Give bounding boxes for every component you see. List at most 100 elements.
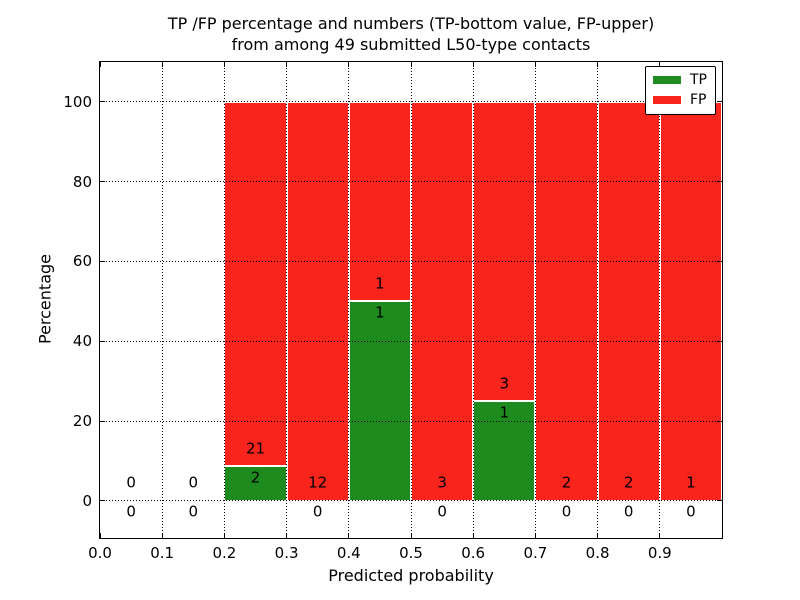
legend-entry-tp: TP [646, 70, 715, 90]
tp-bar-segment [224, 466, 287, 501]
x-tick-label: 0.8 [585, 544, 610, 562]
y-tick-mark [100, 340, 105, 342]
tp-count-annotation: 0 [686, 502, 696, 521]
gridline-vertical [223, 62, 225, 538]
x-tick-mark [223, 62, 225, 67]
legend-entry-fp: FP [646, 90, 715, 110]
x-tick-label: 0.3 [274, 544, 299, 562]
tp-count-annotation: 1 [499, 403, 510, 422]
x-tick-mark [286, 533, 288, 538]
tp-bar-segment [348, 301, 411, 501]
x-tick-mark [659, 62, 661, 67]
x-tick-mark [472, 533, 474, 538]
y-tick-mark [100, 181, 105, 183]
y-tick-label: 20 [72, 412, 92, 431]
x-tick-mark [534, 62, 536, 67]
y-tick-label: 100 [63, 92, 92, 111]
gridline-vertical [534, 62, 536, 538]
x-tick-mark [534, 533, 536, 538]
tp-count-annotation: 0 [188, 502, 199, 521]
fp-bar-segment [224, 101, 287, 467]
x-tick-label: 0.1 [150, 544, 175, 562]
fp-count-annotation: 3 [499, 374, 510, 393]
y-tick-label: 40 [72, 332, 92, 351]
fp-bar-segment [535, 101, 598, 501]
fp-count-annotation: 1 [375, 274, 385, 293]
fp-bar-segment [473, 101, 536, 402]
y-tick-mark [100, 101, 105, 103]
chart-title-line2: from among 49 submitted L50-type contact… [231, 34, 591, 54]
x-axis-label: Predicted probability [328, 566, 494, 585]
legend: TP FP [645, 66, 716, 115]
tp-count-annotation: 0 [126, 502, 136, 521]
gridline-vertical [348, 62, 350, 538]
x-tick-mark [348, 62, 350, 67]
fp-count-annotation: 2 [623, 473, 634, 492]
gridline-vertical [659, 62, 661, 538]
gridline-vertical [472, 62, 474, 538]
x-tick-mark [99, 533, 101, 538]
fp-count-annotation: 2 [561, 473, 572, 492]
y-tick-mark [717, 340, 722, 342]
x-tick-mark [472, 62, 474, 67]
fp-bar-segment [659, 101, 722, 501]
fp-count-annotation: 12 [308, 473, 328, 492]
x-tick-mark [597, 62, 599, 67]
y-tick-label: 0 [82, 491, 92, 510]
gridline-vertical [597, 62, 599, 538]
y-tick-mark [100, 500, 105, 502]
x-tick-mark [161, 62, 163, 67]
gridline-vertical [161, 62, 163, 538]
fp-count-annotation: 0 [126, 473, 136, 492]
x-tick-mark [410, 62, 412, 67]
fp-count-annotation: 0 [188, 473, 199, 492]
tp-count-annotation: 1 [375, 303, 385, 322]
fp-count-annotation: 21 [245, 439, 266, 458]
x-tick-label: 0.5 [399, 544, 423, 562]
x-tick-mark [659, 533, 661, 538]
fp-count-annotation: 3 [437, 473, 447, 492]
legend-label-tp: TP [690, 72, 707, 88]
legend-label-fp: FP [690, 92, 707, 108]
tp-swatch-icon [653, 76, 681, 84]
x-tick-label: 0.7 [523, 544, 548, 562]
x-tick-mark [161, 533, 163, 538]
gridline-vertical [286, 62, 288, 538]
x-tick-label: 0.0 [88, 544, 112, 562]
x-tick-mark [286, 62, 288, 67]
tp-bar-segment [473, 401, 536, 501]
y-tick-mark [100, 260, 105, 262]
chart-title: TP /FP percentage and numbers (TP-bottom… [168, 14, 654, 55]
chart-title-line1: TP /FP percentage and numbers (TP-bottom… [167, 14, 655, 33]
x-tick-label: 0.9 [647, 544, 672, 562]
gridline-vertical [410, 62, 412, 538]
y-tick-mark [717, 500, 722, 502]
fp-bar-segment [286, 101, 349, 501]
y-tick-mark [100, 420, 105, 422]
fp-bar-segment [411, 101, 474, 501]
x-tick-label: 0.6 [461, 544, 486, 562]
fp-count-annotation: 1 [686, 473, 696, 492]
x-tick-mark [99, 62, 101, 67]
tp-count-annotation: 0 [312, 502, 323, 521]
y-tick-label: 80 [72, 172, 92, 191]
tp-count-annotation: 0 [623, 502, 634, 521]
y-tick-mark [717, 260, 722, 262]
fp-bar-segment [597, 101, 660, 501]
tp-count-annotation: 0 [437, 502, 447, 521]
y-tick-mark [717, 101, 722, 103]
x-tick-mark [348, 533, 350, 538]
y-tick-label: 60 [72, 252, 92, 271]
x-tick-label: 0.4 [336, 544, 361, 562]
plot-area: 0 0 0 0 21 2 12 0 1 1 3 0 3 1 2 0 2 0 1 0 [99, 61, 723, 539]
fp-bar-segment [348, 101, 411, 302]
x-tick-mark [597, 533, 599, 538]
tp-count-annotation: 0 [561, 502, 572, 521]
y-tick-mark [717, 181, 722, 183]
x-tick-mark [410, 533, 412, 538]
tp-count-annotation: 2 [250, 468, 261, 487]
y-tick-mark [717, 420, 722, 422]
x-tick-label: 0.2 [212, 544, 237, 562]
fp-swatch-icon [653, 96, 681, 104]
